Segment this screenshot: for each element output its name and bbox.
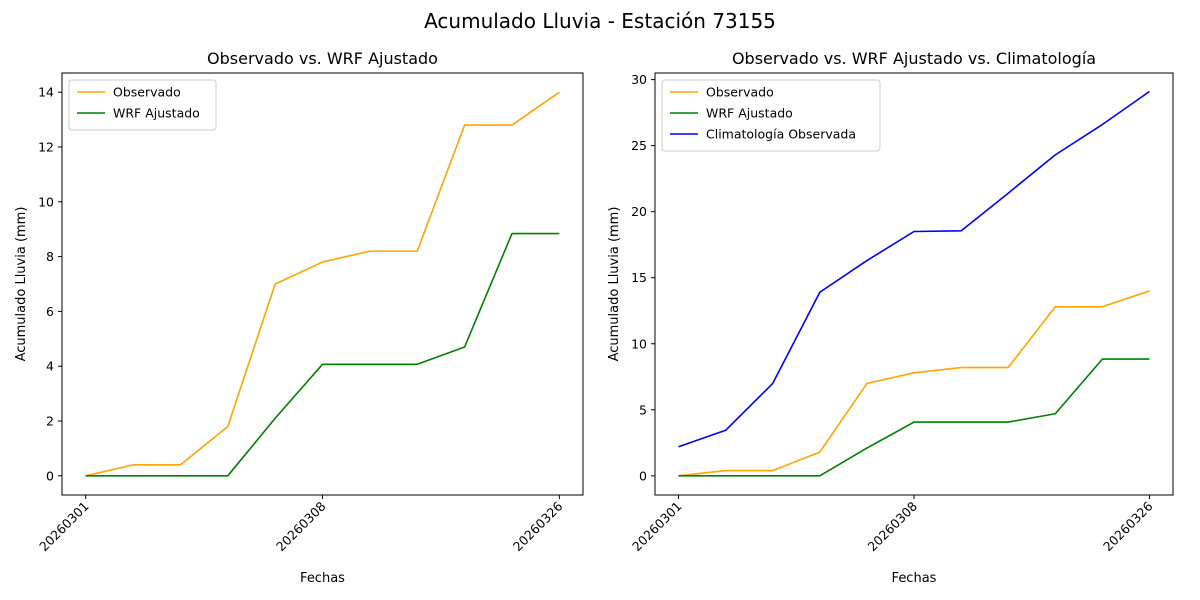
- y-axis-label: Acumulado Lluvia (mm): [14, 207, 29, 362]
- y-tick-label: 5: [639, 402, 647, 417]
- y-tick-label: 25: [631, 138, 647, 153]
- x-tick-label: 20260308: [865, 498, 921, 554]
- y-tick-label: 4: [46, 359, 54, 374]
- x-axis-label: Fechas: [300, 571, 345, 586]
- y-tick-label: 20: [631, 204, 647, 219]
- x-tick-label: 20260308: [273, 498, 329, 554]
- legend-label: Observado: [706, 85, 774, 100]
- chart-title: Observado vs. WRF Ajustado: [207, 49, 438, 68]
- series-line-wrf-ajustado: [85, 232, 560, 477]
- legend: Observado WRF Ajustado: [68, 79, 217, 131]
- y-tick-label: 8: [46, 249, 54, 264]
- x-tick-label: 20260301: [36, 499, 92, 555]
- y-axis-label: Acumulado Lluvia (mm): [607, 207, 622, 362]
- y-tick-label: 10: [38, 194, 54, 209]
- series-line-climatolog-a-observada: [678, 90, 1150, 448]
- y-tick-label: 0: [639, 468, 647, 483]
- figure-title: Acumulado Lluvia - Estación 73155: [424, 9, 776, 33]
- y-tick-label: 6: [46, 304, 54, 319]
- y-tick-label: 10: [631, 336, 647, 351]
- x-axis-label: Fechas: [892, 571, 937, 586]
- legend-box: [68, 79, 217, 131]
- chart-panel-left: Observado vs. WRF Ajustado 0 2 4 6 8 10 12 14 202…: [14, 49, 584, 586]
- series-line-observado: [678, 290, 1150, 477]
- y-tick-label: 15: [631, 270, 647, 285]
- legend-label: Climatología Observada: [706, 127, 856, 142]
- series-line-observado: [85, 91, 560, 477]
- y-tick-label: 2: [46, 414, 54, 429]
- legend: Observado WRF Ajustado Climatología Observ…: [661, 79, 881, 152]
- y-tick-label: 0: [46, 468, 54, 483]
- legend-label: WRF Ajustado: [113, 106, 200, 121]
- legend-label: WRF Ajustado: [706, 106, 793, 121]
- x-tick-label: 20260301: [629, 499, 685, 555]
- chart-panel-right: Observado vs. WRF Ajustado vs. Climatolo…: [607, 49, 1174, 586]
- plot-frame: [61, 72, 584, 496]
- chart-title: Observado vs. WRF Ajustado vs. Climatolo…: [732, 49, 1096, 68]
- x-tick-label: 20260326: [1100, 498, 1156, 554]
- y-tick-label: 12: [38, 139, 54, 154]
- legend-box: [661, 79, 881, 152]
- series-line-wrf-ajustado: [678, 358, 1150, 477]
- x-tick-label: 20260326: [510, 498, 566, 554]
- y-tick-label: 14: [38, 85, 54, 100]
- legend-label: Observado: [113, 85, 181, 100]
- y-tick-label: 30: [631, 72, 647, 87]
